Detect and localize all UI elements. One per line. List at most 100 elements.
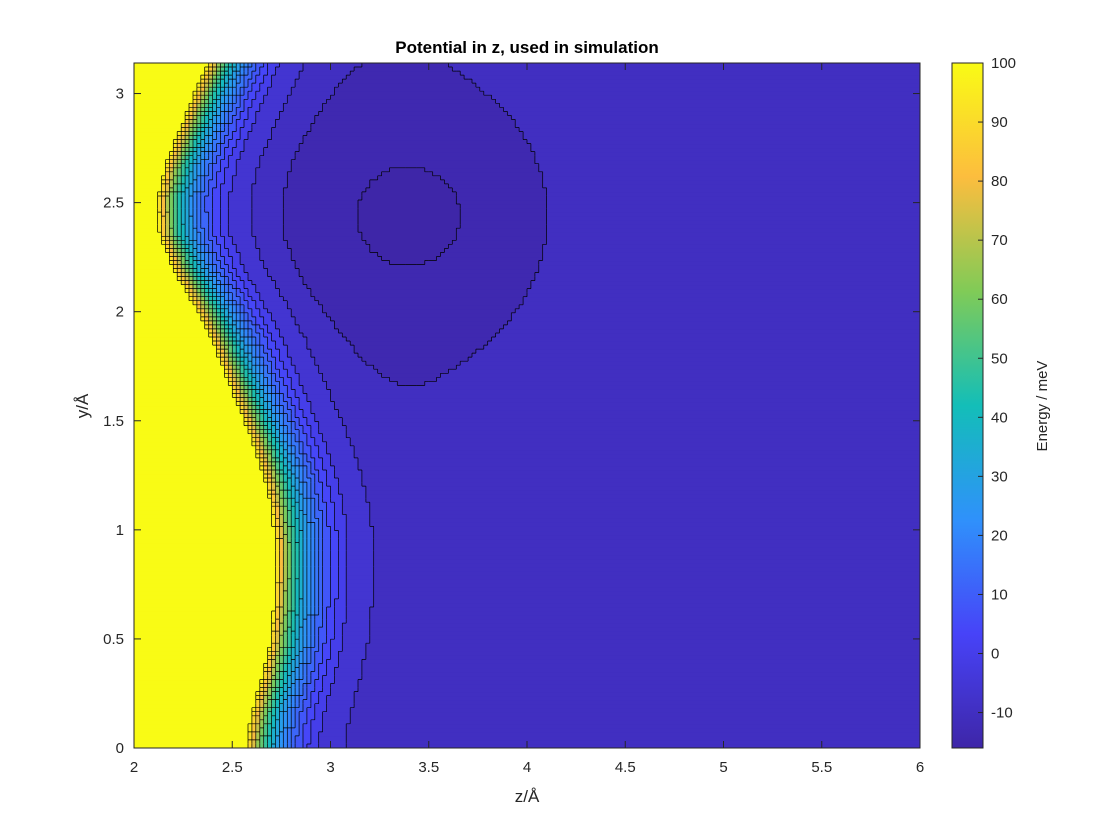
contour-cell <box>244 409 249 415</box>
contour-cell <box>228 200 253 205</box>
contour-cell <box>177 167 182 173</box>
contour-cell <box>228 252 241 258</box>
contour-cell <box>224 365 229 370</box>
contour-cell <box>259 163 292 169</box>
contour-cell <box>228 232 253 237</box>
contour-cell <box>161 216 167 221</box>
contour-cell <box>189 151 194 157</box>
contour-cell <box>169 228 174 233</box>
contour-cell <box>212 151 222 157</box>
contour-cell <box>255 393 261 399</box>
contour-cell <box>208 139 214 145</box>
contour-cell <box>346 598 375 604</box>
contour-cell <box>177 228 182 233</box>
contour-cell <box>271 373 277 378</box>
contour-cell <box>287 369 296 374</box>
contour-cell <box>373 590 920 596</box>
contour-cell <box>334 469 363 475</box>
contour-cell <box>173 204 178 209</box>
contour-cell <box>204 167 210 173</box>
contour-cell <box>232 67 237 72</box>
contour-cell <box>275 663 281 669</box>
contour-cell <box>259 683 265 689</box>
contour-cell <box>240 361 245 366</box>
contour-cell <box>338 413 920 419</box>
contour-cell <box>295 558 300 564</box>
contour-cell <box>318 663 328 669</box>
contour-cell <box>236 119 245 125</box>
contour-cell <box>251 224 284 229</box>
contour-cell <box>310 405 336 411</box>
contour-cell <box>287 441 292 447</box>
contour-cell <box>196 167 202 173</box>
contour-cell <box>271 381 281 386</box>
contour-cell <box>200 95 206 100</box>
contour-cell <box>279 651 284 656</box>
contour-cell <box>263 469 269 475</box>
contour-cell <box>314 441 328 447</box>
contour-cell <box>267 421 273 427</box>
contour-cell <box>373 538 920 544</box>
contour-cell <box>181 155 186 161</box>
contour-cell <box>291 655 296 660</box>
contour-cell <box>275 474 281 479</box>
contour-cell <box>220 284 225 290</box>
contour-cell <box>279 353 288 358</box>
contour-cell <box>189 244 194 249</box>
contour-cell <box>326 449 355 455</box>
contour-cell <box>173 195 178 201</box>
contour-cell <box>177 240 182 245</box>
contour-cell <box>204 103 210 108</box>
contour-cell <box>318 526 324 532</box>
contour-cell <box>310 461 316 467</box>
contour-cell <box>236 83 245 88</box>
contour-cell <box>165 248 170 253</box>
contour-cell <box>318 695 328 701</box>
contour-cell <box>299 405 312 411</box>
contour-cell <box>267 465 273 471</box>
contour-cell <box>338 578 347 584</box>
contour-cell <box>271 316 296 322</box>
contour-cell <box>220 147 225 153</box>
contour-cell <box>251 183 288 189</box>
contour-cell <box>299 498 304 503</box>
contour-cell <box>216 312 222 318</box>
contour-cell <box>287 562 292 568</box>
contour-cell <box>314 482 324 487</box>
contour-cell <box>200 139 206 145</box>
contour-cell <box>134 546 277 552</box>
contour-cell <box>279 671 284 677</box>
contour-cell <box>244 316 249 322</box>
contour-cell <box>169 236 174 241</box>
contour-cell <box>299 590 304 596</box>
contour-cell <box>134 611 273 616</box>
contour-cell <box>134 216 159 221</box>
contour-cell <box>338 490 367 495</box>
contour-cell <box>196 252 202 258</box>
contour-cell <box>189 236 194 241</box>
contour-cell <box>279 522 284 527</box>
contour-cell <box>342 627 371 632</box>
contour-cell <box>196 159 202 165</box>
contour-cell <box>314 707 328 713</box>
contour-cell <box>220 95 225 100</box>
contour-cell <box>299 272 536 278</box>
contour-cell <box>196 236 202 241</box>
contour-cell <box>275 735 281 741</box>
contour-cell <box>350 71 461 76</box>
contour-cell <box>200 151 206 157</box>
contour-cell <box>267 308 292 314</box>
contour-cell <box>216 276 225 282</box>
contour-cell <box>299 461 304 467</box>
x-tick-label: 5.5 <box>811 759 832 776</box>
contour-cell <box>503 324 920 330</box>
contour-cell <box>279 719 284 725</box>
contour-cell <box>181 252 186 258</box>
contour-cell <box>318 590 324 596</box>
contour-cell <box>134 171 167 177</box>
contour-cell <box>161 187 167 193</box>
contour-cell <box>346 574 375 580</box>
contour-cell <box>291 409 296 415</box>
contour-cell <box>271 719 277 725</box>
contour-cell <box>326 671 336 677</box>
